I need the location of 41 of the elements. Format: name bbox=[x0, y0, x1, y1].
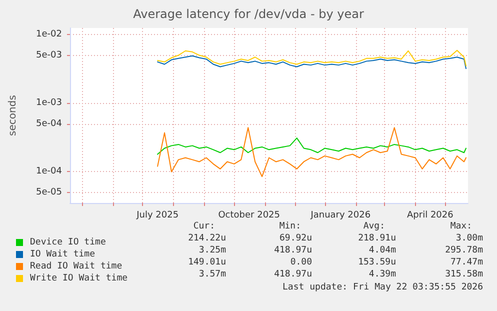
text: 4.39m bbox=[368, 270, 396, 280]
chart-title: Average latency for /dev/vda - by year bbox=[133, 7, 364, 21]
text: 214.22u bbox=[188, 234, 226, 244]
text: 3.25m bbox=[198, 246, 226, 256]
line-series bbox=[157, 55, 467, 70]
text: 3.00m bbox=[456, 234, 483, 244]
x-tick-label: October 2025 bbox=[218, 210, 280, 220]
text: 77.47m bbox=[450, 258, 483, 268]
text: 295.78m bbox=[445, 246, 483, 256]
legend-label: Write IO Wait time bbox=[30, 274, 128, 284]
text: 218.91u bbox=[358, 234, 396, 244]
line-series bbox=[157, 50, 467, 66]
text: 153.59u bbox=[358, 258, 396, 268]
x-tick-label: April 2026 bbox=[407, 210, 454, 220]
text: 69.92u bbox=[279, 234, 312, 244]
text: 4.04m bbox=[368, 246, 396, 256]
y-tick-label: 5e-05 bbox=[36, 187, 62, 198]
text: Cur: bbox=[193, 222, 215, 232]
text: 0.00 bbox=[290, 258, 312, 268]
legend-label: Read IO Wait time bbox=[30, 262, 122, 272]
x-tick-label: January 2026 bbox=[310, 210, 371, 220]
text: Min: bbox=[279, 222, 301, 232]
y-tick-label: 1e-03 bbox=[36, 98, 62, 108]
legend-label: Device IO time bbox=[30, 238, 106, 248]
line-series bbox=[157, 138, 467, 155]
text: Max: bbox=[450, 222, 472, 232]
y-axis-title: seconds bbox=[8, 95, 18, 136]
text: 418.97u bbox=[274, 246, 312, 256]
y-tick-label: 1e-02 bbox=[36, 30, 62, 40]
y-tick-label: 5e-03 bbox=[36, 50, 62, 60]
legend-label: IO Wait time bbox=[30, 250, 96, 260]
text: Last update: Fri May 22 03:35:55 2026 bbox=[282, 282, 483, 292]
y-tick-label: 1e-04 bbox=[36, 166, 62, 177]
text: 315.58m bbox=[445, 270, 483, 280]
x-tick-label: July 2025 bbox=[136, 210, 179, 220]
text: 149.01u bbox=[188, 258, 226, 268]
y-tick-label: 5e-04 bbox=[36, 118, 62, 129]
line-series bbox=[157, 127, 467, 178]
text: 3.57m bbox=[198, 270, 226, 280]
text: 418.97u bbox=[274, 270, 312, 280]
text: Avg: bbox=[363, 222, 385, 232]
